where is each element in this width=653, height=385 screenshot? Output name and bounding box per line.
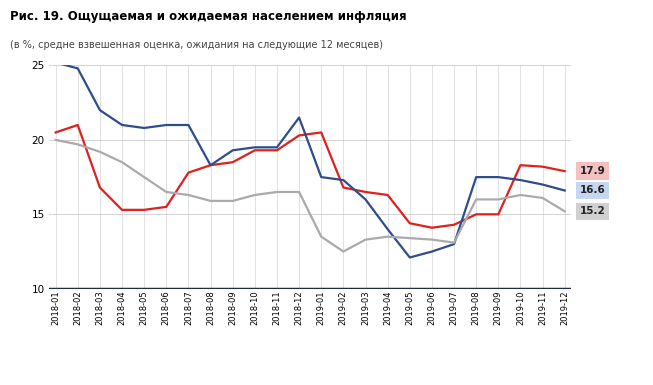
Text: Рис. 19. Ощущаемая и ожидаемая населением инфляция: Рис. 19. Ощущаемая и ожидаемая население…: [10, 10, 406, 23]
Text: 17.9: 17.9: [580, 166, 605, 176]
Text: 15.2: 15.2: [580, 206, 605, 216]
Text: 16.6: 16.6: [580, 186, 605, 196]
Text: (в %, средне взвешенная оценка, ожидания на следующие 12 месяцев): (в %, средне взвешенная оценка, ожидания…: [10, 40, 383, 50]
